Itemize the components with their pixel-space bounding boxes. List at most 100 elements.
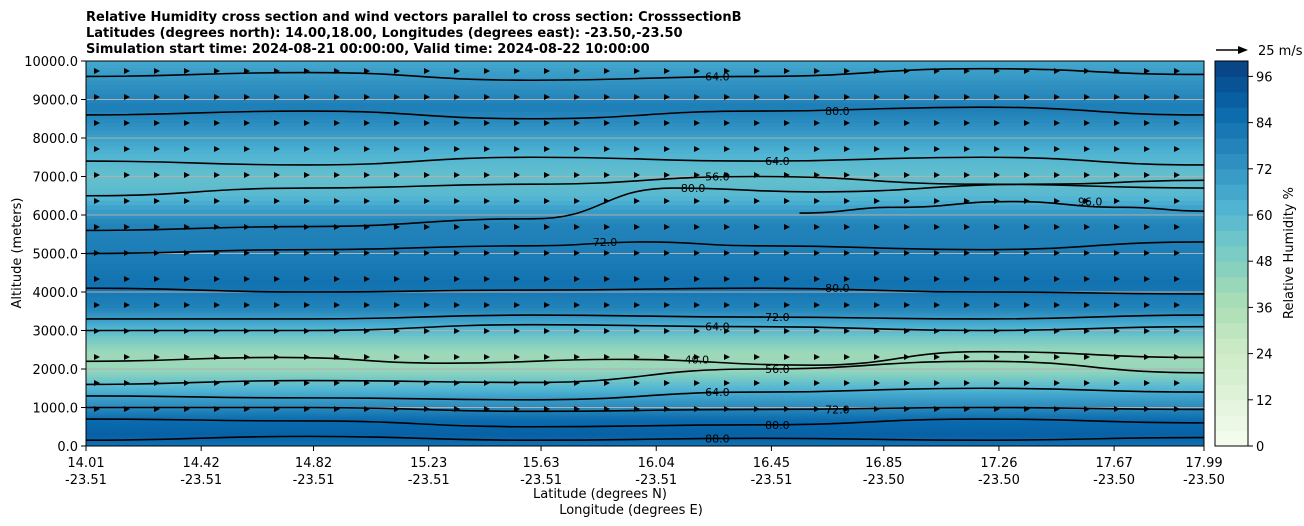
rh-band <box>86 415 1204 418</box>
wind-arrow <box>964 406 970 412</box>
wind-arrow <box>874 198 880 204</box>
rh-band <box>86 390 1204 393</box>
wind-arrow <box>724 94 730 100</box>
wind-arrow <box>1174 354 1180 360</box>
wind-arrow <box>1144 328 1150 334</box>
wind-arrow <box>1174 172 1180 178</box>
contour-line <box>86 360 1204 386</box>
wind-arrow <box>424 250 430 256</box>
wind-arrow <box>304 146 310 152</box>
y-tick-label: 8000.0 <box>33 132 79 147</box>
wind-arrow <box>784 380 790 386</box>
wind-arrow <box>904 250 910 256</box>
wind-arrow <box>754 224 760 230</box>
rh-band <box>86 307 1204 311</box>
wind-arrow <box>754 198 760 204</box>
wind-arrow <box>94 328 100 334</box>
wind-arrow <box>1174 198 1180 204</box>
wind-arrow <box>964 302 970 308</box>
wind-arrow <box>754 68 760 74</box>
rh-band <box>86 388 1204 391</box>
quiver-key: 25 m/s <box>1216 44 1303 59</box>
rh-band <box>86 436 1204 439</box>
wind-arrow <box>364 198 370 204</box>
wind-arrow <box>364 172 370 178</box>
wind-arrow <box>904 94 910 100</box>
wind-arrow <box>664 250 670 256</box>
wind-arrow <box>814 328 820 334</box>
rh-band <box>86 176 1204 181</box>
wind-arrow <box>1054 120 1060 126</box>
contour-line <box>86 350 1204 366</box>
wind-arrow <box>964 172 970 178</box>
wind-arrow <box>574 302 580 308</box>
rh-band <box>86 434 1204 437</box>
wind-arrow <box>484 172 490 178</box>
wind-arrow <box>214 406 220 412</box>
colorbar-swatch <box>1215 76 1248 93</box>
rh-band <box>86 64 1204 69</box>
rh-band <box>86 238 1204 244</box>
wind-arrow <box>994 172 1000 178</box>
wind-arrow <box>1054 68 1060 74</box>
wind-arrow <box>1024 328 1030 334</box>
wind-arrow <box>124 68 130 74</box>
wind-arrow <box>514 380 520 386</box>
rh-band <box>86 299 1204 305</box>
wind-arrow <box>1174 380 1180 386</box>
wind-arrow <box>274 172 280 178</box>
contour-label: 80.0 <box>765 419 790 432</box>
wind-arrow <box>274 354 280 360</box>
x-axis-label-lon: Longitude (degrees E) <box>559 503 703 518</box>
wind-arrow <box>454 276 460 282</box>
wind-arrow <box>994 302 1000 308</box>
wind-arrow <box>1084 276 1090 282</box>
wind-arrow <box>754 146 760 152</box>
wind-arrow <box>814 198 820 204</box>
wind-arrow <box>634 250 640 256</box>
wind-arrow <box>634 328 640 334</box>
wind-arrow <box>154 302 160 308</box>
rh-band <box>86 182 1204 187</box>
wind-arrow <box>304 198 310 204</box>
wind-arrow <box>694 94 700 100</box>
x-tick-label-lon: -23.50 <box>1093 473 1135 488</box>
wind-arrow <box>454 172 460 178</box>
wind-arrow <box>334 354 340 360</box>
rh-band <box>86 401 1204 405</box>
wind-arrow <box>364 94 370 100</box>
rh-band <box>86 330 1204 334</box>
rh-band <box>86 172 1204 178</box>
wind-arrow <box>454 120 460 126</box>
rh-band <box>86 379 1204 383</box>
wind-arrow <box>514 276 520 282</box>
wind-arrow <box>394 146 400 152</box>
contour-label: 56.0 <box>765 363 790 376</box>
wind-arrow <box>94 302 100 308</box>
wind-arrow <box>184 146 190 152</box>
wind-arrow <box>874 406 880 412</box>
wind-arrow <box>1084 354 1090 360</box>
wind-arrow <box>544 380 550 386</box>
wind-arrow <box>574 250 580 256</box>
wind-arrow <box>1144 94 1150 100</box>
wind-arrow <box>94 198 100 204</box>
wind-arrow <box>274 406 280 412</box>
wind-arrow <box>544 120 550 126</box>
wind-arrow <box>1084 380 1090 386</box>
wind-arrow <box>94 250 100 256</box>
wind-arrow <box>1084 406 1090 412</box>
wind-arrow <box>214 328 220 334</box>
wind-arrow <box>574 354 580 360</box>
wind-arrow <box>544 146 550 152</box>
wind-arrow <box>484 120 490 126</box>
x-tick-label-lat: 15.63 <box>522 456 559 471</box>
wind-arrow <box>1024 146 1030 152</box>
wind-arrow <box>1084 224 1090 230</box>
wind-arrow <box>784 354 790 360</box>
wind-arrow <box>244 302 250 308</box>
wind-arrow <box>724 172 730 178</box>
wind-arrow <box>214 68 220 74</box>
wind-arrow <box>844 68 850 74</box>
wind-arrow <box>724 380 730 386</box>
